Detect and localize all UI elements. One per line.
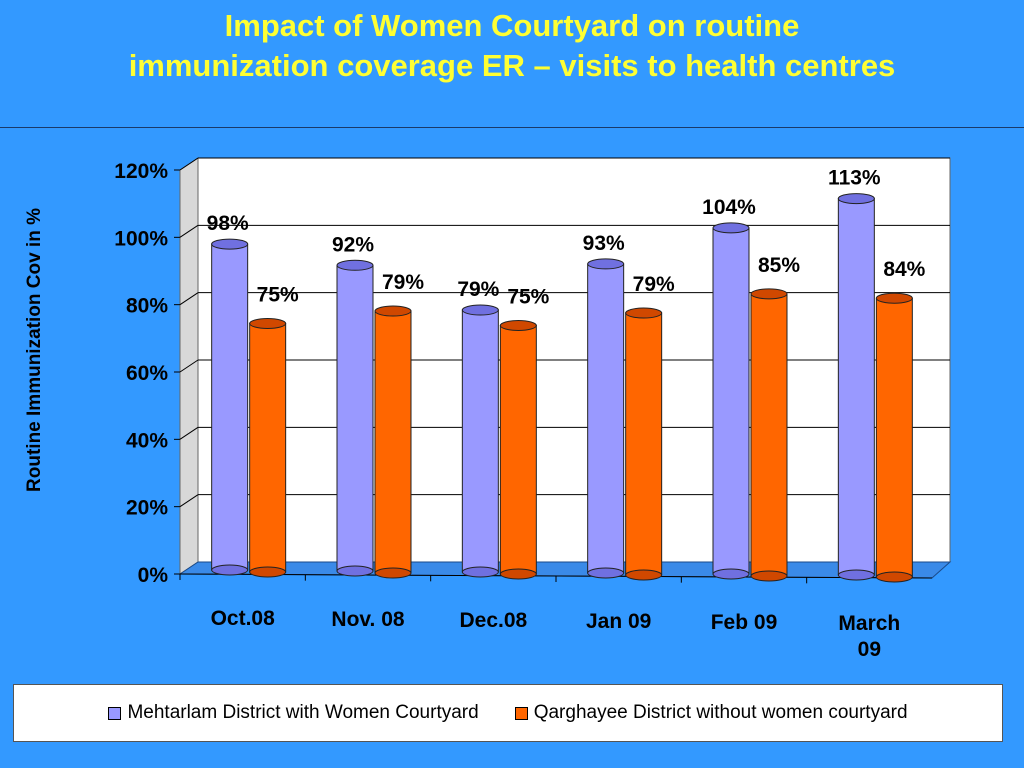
data-label: 75% [507,286,549,309]
bar-top [211,238,249,250]
bar [374,305,412,579]
bar-body [249,323,287,573]
bar-body [712,227,750,575]
bar-body [587,263,625,574]
data-label: 113% [828,167,881,190]
bar-top [499,320,537,331]
bar-top [750,288,788,300]
x-axis-labels: Oct.08 Nov. 08 Dec.08 Jan 09 Feb 09 March 09 [179,574,900,661]
x-tick-label: Jan 09 [586,610,651,633]
x-tick-label: 09 [858,638,881,661]
y-tick-label: 80% [126,295,168,318]
bar-base [750,570,788,582]
gridlines [179,157,950,508]
bar [625,307,663,581]
bar-base [587,567,625,579]
y-tick-label: 100% [114,227,168,250]
bar-top [336,259,374,271]
bar-body [625,312,663,576]
y-axis-label: Routine Immunization Cov in % [24,208,45,492]
data-label: 84% [883,258,925,281]
gridline-side [179,224,199,238]
bar-base [374,567,412,579]
bar [336,259,374,577]
bar-top [712,222,750,234]
bar [587,258,625,579]
legend-item-series-2: Qarghayee District without women courtya… [514,702,908,724]
bar-top [875,292,913,304]
legend-label-series-2: Qarghayee District without women courtya… [533,702,908,723]
x-tick-label: March [838,612,900,635]
bar-body [875,297,913,578]
gridline-side [179,494,199,508]
bar-base [875,571,913,583]
bar-base [249,566,287,578]
y-tick-label: 20% [126,497,168,520]
y-tick-label: 0% [138,564,169,587]
bar [712,222,750,580]
bar-chart: 0% 20% 40% 60% 80% 100% 120% 98% 75% 92% 79% 79% 75… [24,157,952,661]
x-tick-label: Feb 09 [711,611,778,634]
y-tick-label: 40% [126,429,168,452]
legend: Mehtarlam District with Women Courtyard … [13,684,1003,742]
bars: 98% 75% 92% 79% 79% 75% 93% 79% 104% 85% 113% 84% [207,167,926,583]
bar [875,292,913,583]
bar-base [499,568,537,580]
x-tick-label: Oct.08 [211,607,276,630]
bar-base [625,569,663,581]
bar [837,193,875,581]
bar-base [211,564,249,576]
legend-swatch-series-1 [108,706,122,720]
bar-body [374,310,412,574]
bar-top [625,307,663,319]
bar-body [837,198,875,576]
y-tick-label: 60% [126,362,168,385]
title-divider [0,127,1024,128]
bar-top [374,305,412,317]
gridline-side [179,292,199,306]
bar [750,288,788,582]
chart-walls [178,157,952,579]
data-label: 93% [583,232,625,255]
data-label: 79% [457,278,499,301]
y-tick-label: 120% [114,160,168,183]
gridline-side [179,157,199,171]
bar-top [837,193,875,205]
bar-body [336,264,374,572]
bar [461,304,499,578]
bar-base [837,569,875,581]
data-label: 75% [257,284,299,307]
x-tick-label: Dec.08 [459,609,527,632]
bar-body [750,293,788,577]
bar-base [461,566,499,578]
bar-body [461,309,499,573]
bar-base [712,568,750,580]
chart-title-line-2: immunization coverage ER – visits to hea… [128,48,896,83]
data-label: 104% [702,196,756,219]
bar-body [211,243,249,571]
chart-title-line-1: Impact of Women Courtyard on routine [224,8,800,43]
bar-top [249,318,287,329]
legend-item-series-1: Mehtarlam District with Women Courtyard [108,702,479,724]
data-label: 79% [633,273,675,296]
data-label: 98% [207,212,249,235]
bar [211,238,249,576]
bar-top [461,304,499,316]
bar-base [336,565,374,577]
x-tick-label: Nov. 08 [331,608,404,631]
data-label: 79% [382,271,424,294]
gridline-side [179,359,199,373]
bar-body [499,325,537,575]
bar-top [587,258,625,270]
bar [249,318,287,578]
data-label: 85% [758,254,800,277]
legend-swatch-series-2 [514,706,528,720]
chart-title: Impact of Women Courtyard on routine imm… [0,6,1024,86]
legend-label-series-1: Mehtarlam District with Women Courtyard [127,702,479,723]
data-label: 92% [332,233,374,256]
gridline-side [179,426,199,440]
bar [499,320,537,580]
